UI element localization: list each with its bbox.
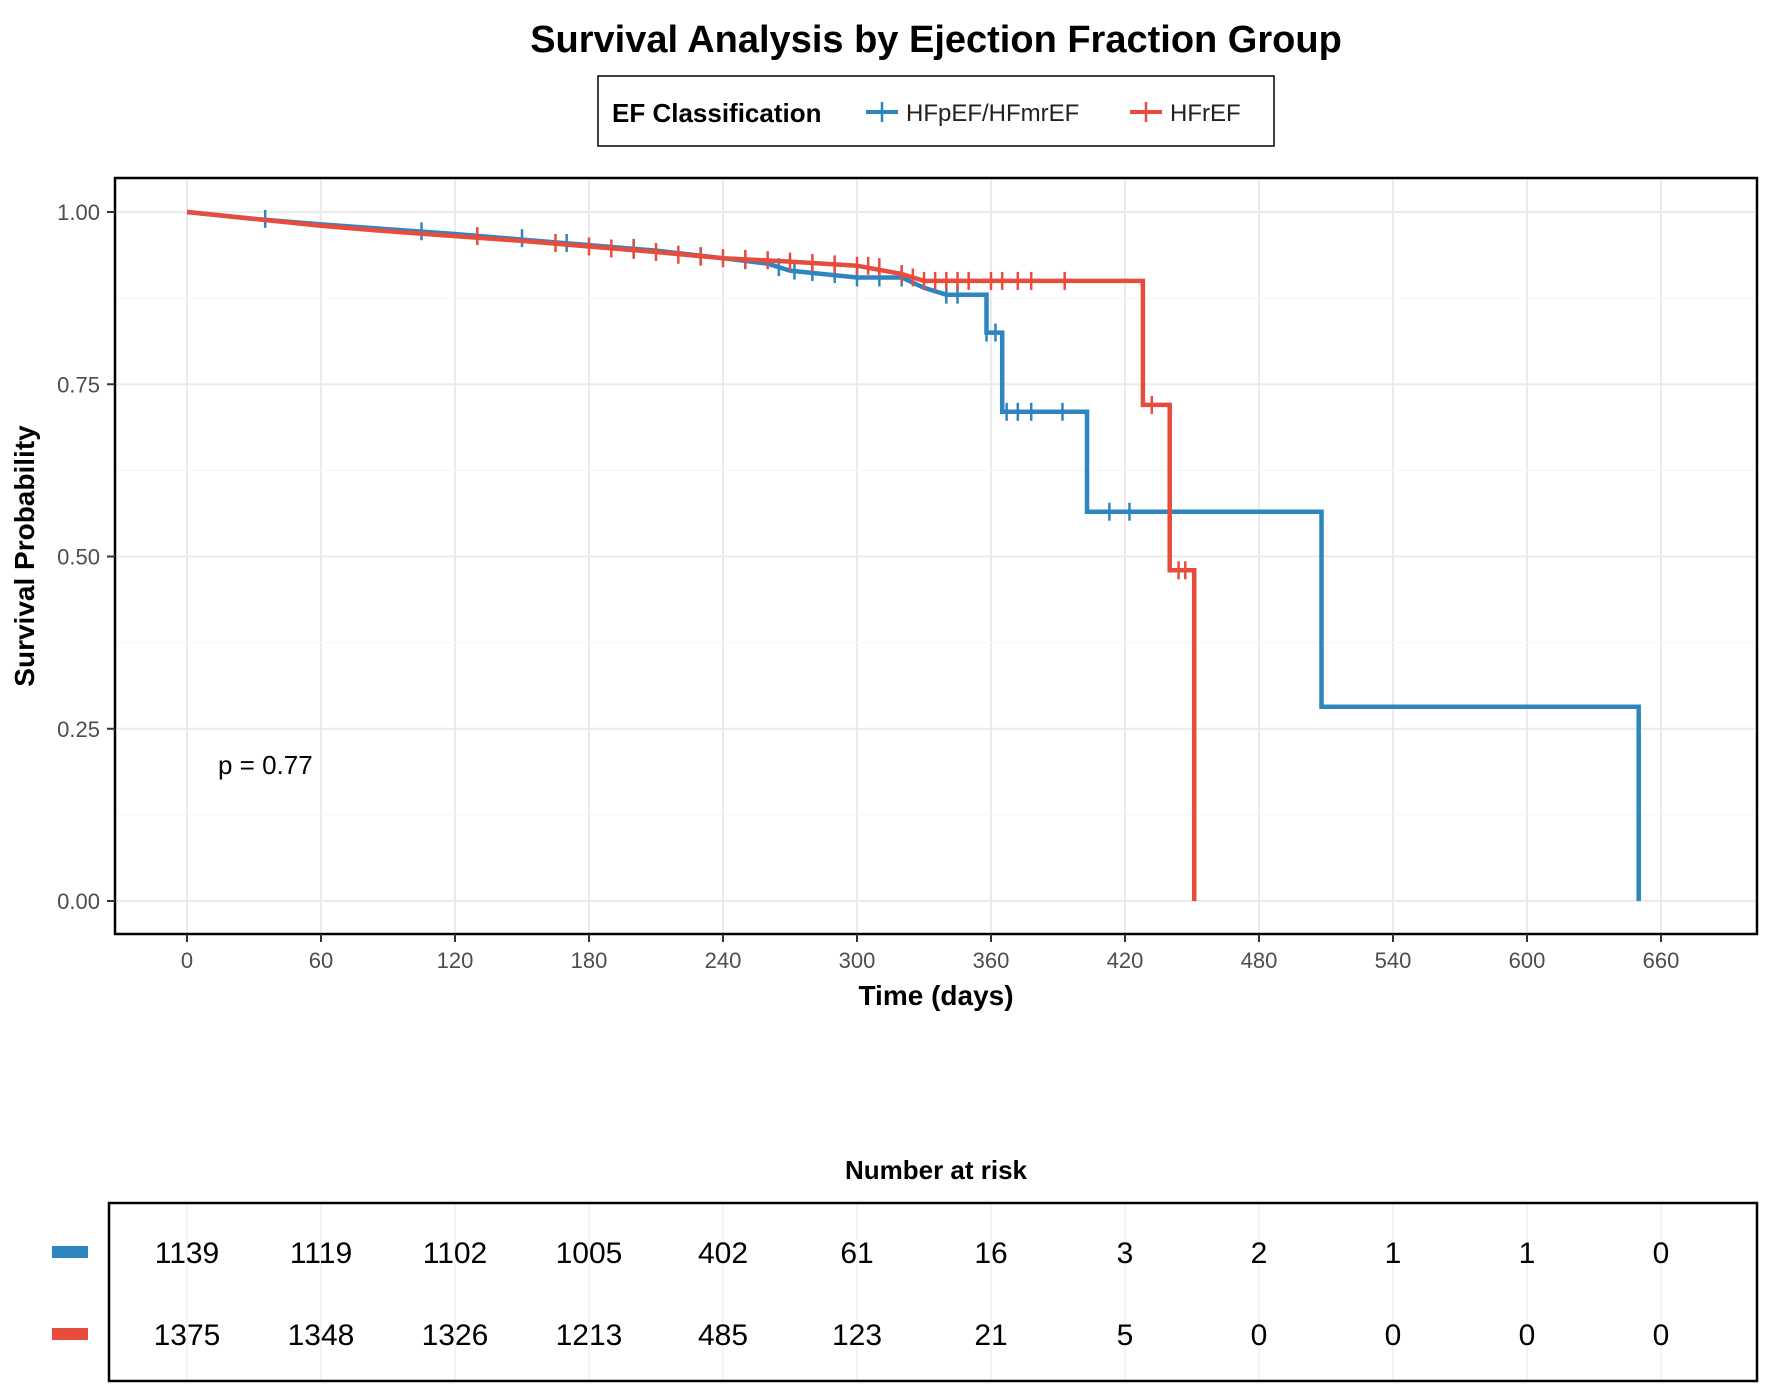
x-tick-label: 60 (309, 948, 333, 973)
risk-value: 1326 (422, 1319, 489, 1352)
risk-value: 1005 (556, 1237, 623, 1270)
x-tick-label: 0 (181, 948, 193, 973)
risk-value: 0 (1251, 1319, 1268, 1352)
risk-value: 21 (974, 1319, 1007, 1352)
risk-value: 0 (1653, 1237, 1670, 1270)
x-tick-label: 540 (1375, 948, 1412, 973)
legend-title: EF Classification (612, 98, 822, 128)
risk-row-key-hfref (52, 1328, 88, 1340)
risk-value: 1102 (423, 1237, 488, 1270)
risk-value: 16 (974, 1237, 1007, 1270)
risk-table-title: Number at risk (845, 1155, 1028, 1185)
risk-value: 5 (1117, 1319, 1134, 1352)
risk-value: 123 (832, 1319, 882, 1352)
risk-value: 402 (698, 1237, 748, 1270)
x-tick-label: 480 (1241, 948, 1278, 973)
legend-key-hfref (1130, 102, 1162, 122)
risk-value: 0 (1385, 1319, 1402, 1352)
y-axis: 0.00 0.25 0.50 0.75 1.00 (57, 200, 115, 914)
risk-value: 0 (1653, 1319, 1670, 1352)
risk-value: 0 (1519, 1319, 1536, 1352)
y-tick-label: 0.25 (57, 717, 100, 742)
x-tick-label: 180 (571, 948, 608, 973)
p-value-annotation: p = 0.77 (218, 750, 313, 780)
x-tick-label: 240 (705, 948, 742, 973)
x-axis: 0 60 120 180 240 300 360 420 480 540 600 660 (181, 934, 1679, 973)
x-axis-title: Time (days) (858, 980, 1013, 1011)
legend-label-hfpef: HFpEF/HFmrEF (906, 100, 1079, 127)
chart-title: Survival Analysis by Ejection Fraction G… (530, 19, 1342, 61)
y-tick-label: 0.00 (57, 889, 100, 914)
y-tick-label: 0.75 (57, 372, 100, 397)
risk-value: 1375 (154, 1319, 221, 1352)
survival-curves (186, 209, 1641, 901)
x-tick-label: 600 (1509, 948, 1546, 973)
risk-value: 1 (1385, 1237, 1402, 1270)
risk-value: 1213 (556, 1319, 623, 1352)
risk-value: 2 (1251, 1237, 1268, 1270)
risk-value: 1348 (288, 1319, 355, 1352)
y-tick-label: 0.50 (57, 545, 100, 570)
risk-row-key-hfpef (52, 1246, 88, 1258)
series-line-hfref (186, 209, 1197, 901)
y-tick-label: 1.00 (57, 200, 100, 225)
x-tick-label: 420 (1107, 948, 1144, 973)
risk-table-grid (186, 1205, 1662, 1379)
risk-value: 61 (840, 1237, 873, 1270)
x-tick-label: 660 (1643, 948, 1680, 973)
risk-value: 3 (1117, 1237, 1134, 1270)
x-tick-label: 300 (839, 948, 876, 973)
risk-value: 485 (698, 1319, 748, 1352)
risk-value: 1 (1519, 1237, 1536, 1270)
y-axis-title: Survival Probability (9, 425, 40, 687)
x-tick-label: 360 (973, 948, 1010, 973)
legend: EF Classification HFpEF/HFmrEF HFrEF (597, 75, 1275, 147)
grid (117, 180, 1755, 932)
legend-key-hfpef (866, 102, 898, 122)
risk-value: 1119 (290, 1237, 352, 1270)
risk-value: 1139 (155, 1237, 220, 1270)
risk-table-box (107, 1201, 1759, 1383)
x-tick-label: 120 (437, 948, 474, 973)
legend-label-hfref: HFrEF (1170, 100, 1241, 127)
